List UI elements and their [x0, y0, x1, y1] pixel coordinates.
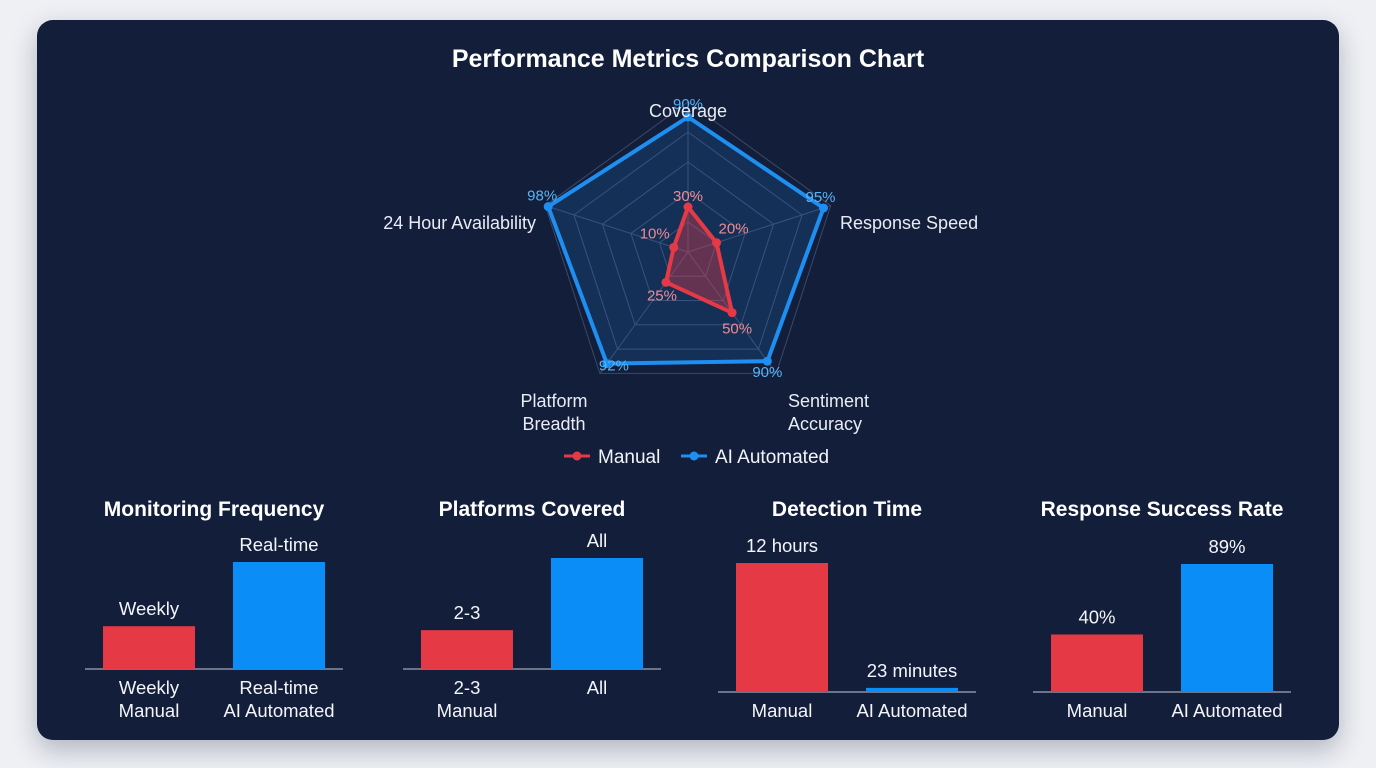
radar-axis-label: Breadth: [522, 414, 585, 434]
radar-value-label-manual: 20%: [719, 221, 749, 238]
bar: [736, 563, 828, 692]
bar-category-label: Manual: [119, 700, 180, 721]
bar-panels: Monitoring FrequencyWeeklyWeeklyManualRe…: [85, 498, 1291, 721]
bar-value-label: All: [587, 530, 608, 551]
radar-grid-ring: [544, 101, 832, 374]
legend-swatch-dot: [572, 451, 582, 461]
radar-point-manual: [727, 308, 737, 318]
radar-point-ai-automated: [602, 359, 612, 369]
bar-category-label: Real-time: [239, 677, 318, 698]
bar-value-label: 89%: [1208, 536, 1245, 557]
bar: [866, 687, 958, 692]
bar-category-label: Manual: [752, 700, 813, 721]
radar-value-label-manual: 30%: [673, 188, 703, 205]
radar-point-manual: [661, 277, 671, 287]
chart-canvas: Performance Metrics Comparison Chart 90%…: [85, 45, 1291, 721]
radar-point-manual: [683, 202, 693, 212]
chart-card: Performance Metrics Comparison Chart 90%…: [37, 20, 1339, 740]
radar-axis-label: 24 Hour Availability: [383, 213, 536, 233]
radar-series-manual: [664, 205, 735, 315]
radar-point-ai-automated: [762, 356, 772, 366]
bar-value-label: 40%: [1078, 606, 1115, 627]
radar-value-label-manual: 25%: [647, 287, 677, 304]
bar: [1181, 564, 1273, 692]
panel-title: Detection Time: [772, 498, 922, 521]
radar-point-ai-automated: [683, 112, 693, 122]
radar-value-label-manual: 50%: [722, 321, 752, 338]
legend-label: AI Automated: [715, 447, 829, 468]
radar-axis-label: Platform: [520, 391, 587, 411]
radar-axis-label: Coverage: [649, 101, 727, 121]
bar-value-label: 12 hours: [746, 535, 818, 556]
bar-value-label: Weekly: [119, 598, 180, 619]
legend: Manual AI Automated: [564, 447, 829, 468]
radar-axis-label: Accuracy: [788, 414, 862, 434]
bar-category-label: Manual: [437, 700, 498, 721]
radar-series-ai-automated: [546, 115, 826, 366]
radar-axis-label: Response Speed: [840, 213, 978, 233]
radar-point-ai-automated: [819, 203, 829, 213]
bar: [551, 558, 643, 669]
bar-category-label: Weekly: [119, 677, 180, 698]
bar: [421, 630, 513, 669]
radar-spoke: [599, 251, 689, 374]
radar-grid-ring: [601, 161, 775, 326]
radar-value-label-ai: 92%: [599, 358, 629, 375]
radar-value-label-ai: 98%: [527, 188, 557, 205]
radar-grid-ring: [573, 131, 803, 350]
panel-title: Monitoring Frequency: [104, 498, 325, 521]
bar-panel: Detection Time 12 hours Manual 23 minutes AI…: [718, 498, 976, 721]
bar: [1051, 634, 1143, 692]
bar-category-label: AI Automated: [1171, 700, 1282, 721]
radar-point-manual: [669, 242, 679, 252]
radar-axis-label: Sentiment: [788, 391, 869, 411]
bar-category-label: 2-3: [454, 677, 481, 698]
bar-panel: Response Success Rate 40% Manual 89% AI Auto…: [1033, 498, 1291, 721]
panel-title: Response Success Rate: [1041, 498, 1284, 521]
chart-title: Performance Metrics Comparison Chart: [452, 45, 925, 73]
radar-spoke: [545, 205, 689, 253]
radar-value-label-ai: 90%: [673, 96, 703, 113]
panel-title: Platforms Covered: [439, 498, 626, 521]
bar-value-label: 2-3: [454, 602, 481, 623]
bar: [103, 626, 195, 669]
bar: [233, 562, 325, 669]
bar-panel: Monitoring FrequencyWeeklyWeeklyManualRe…: [85, 498, 343, 721]
radar-value-label-ai: 90%: [752, 364, 782, 381]
bar-value-label: Real-time: [239, 534, 318, 555]
bar-category-label: Manual: [1067, 700, 1128, 721]
radar-point-ai-automated: [543, 202, 553, 212]
bar-value-label: 23 minutes: [867, 660, 958, 681]
bar-category-label: AI Automated: [223, 700, 334, 721]
legend-swatch-dot: [689, 451, 699, 461]
legend-label: Manual: [598, 447, 660, 468]
radar-chart: 90% 95% 90% 92% 98% 30% 20% 50% 25% 10% Coverage Re…: [383, 96, 978, 434]
radar-point-manual: [712, 238, 722, 248]
radar-spoke: [687, 205, 831, 253]
radar-grid-ring: [630, 191, 746, 301]
bar-category-label: All: [587, 677, 608, 698]
bar-category-label: AI Automated: [856, 700, 967, 721]
radar-value-label-ai: 95%: [806, 189, 836, 206]
radar-value-label-manual: 10%: [640, 225, 670, 242]
